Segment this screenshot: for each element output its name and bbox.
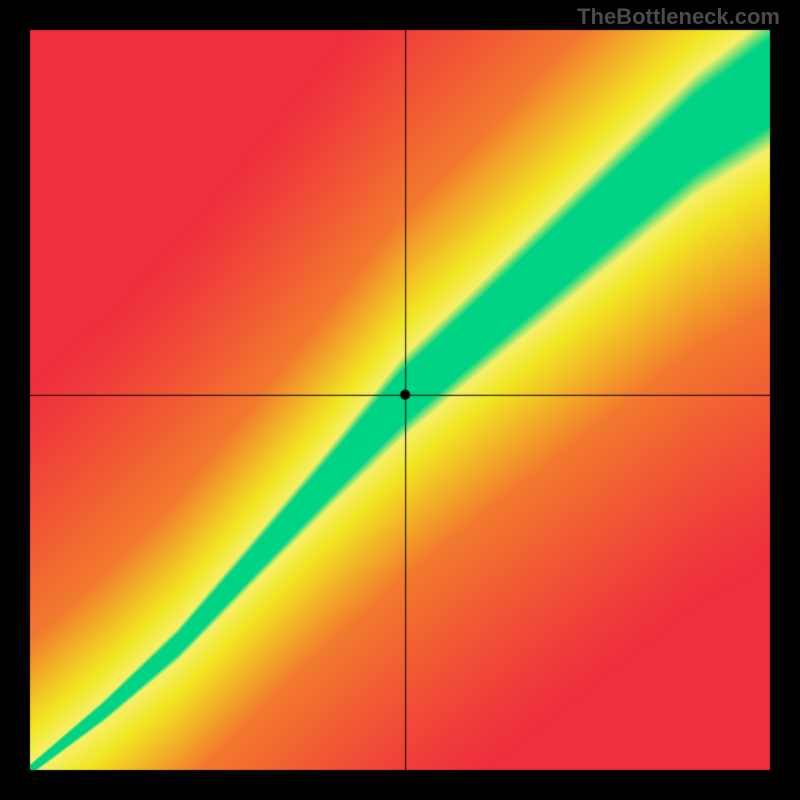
heatmap-canvas — [0, 0, 800, 800]
watermark: TheBottleneck.com — [577, 4, 780, 30]
chart-container: TheBottleneck.com — [0, 0, 800, 800]
